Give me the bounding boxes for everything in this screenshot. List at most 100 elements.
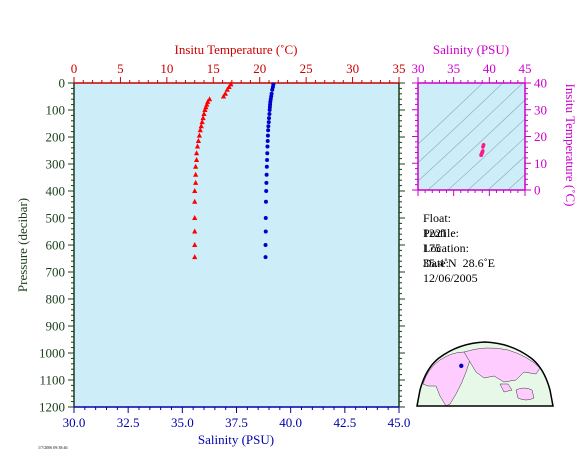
salinity-point (266, 120, 271, 125)
salinity-point (264, 189, 269, 193)
salinity-point (265, 139, 270, 144)
salinity-tick-label: 42.5 (333, 415, 356, 430)
pressure-tick-label: 800 (46, 292, 66, 307)
salinity-point (263, 199, 268, 204)
salinity-point (266, 124, 271, 129)
temperature-point (192, 188, 198, 193)
temperature-point (193, 150, 200, 156)
temperature-point (193, 163, 199, 169)
map-land-southeast-asia (499, 383, 513, 393)
temperature-point (192, 254, 198, 260)
pressure-tick-label: 200 (46, 130, 66, 145)
temperature-tick-label: 25 (300, 61, 313, 76)
salinity-point (265, 151, 270, 156)
temperature-point (196, 132, 202, 138)
temperature-point (193, 179, 199, 185)
temperature-point (198, 123, 204, 129)
temperature-point (192, 228, 198, 234)
ts-salinity-tick-label: 45 (519, 61, 532, 76)
ts-temperature-tick-label: 30 (534, 102, 547, 117)
ts-temperature-axis-title: Insitu Temperature (˚C) (563, 83, 578, 206)
pressure-tick-label: 1100 (39, 373, 65, 388)
density-contour (447, 118, 525, 190)
salinity-point (265, 157, 270, 162)
ts-temperature-tick-label: 0 (534, 183, 541, 198)
map-outline (416, 341, 554, 407)
float-value: 1221 (423, 226, 447, 240)
location-label: Location: (423, 241, 469, 255)
temperature-point (200, 115, 206, 121)
profile-value: 175 (423, 241, 441, 255)
pressure-axis-title: Pressure (decibar) (15, 198, 30, 292)
map-land-africa-europe (422, 351, 471, 407)
temperature-tick-label: 20 (253, 61, 266, 76)
date-label: Date: (423, 256, 449, 270)
pressure-tick-label: 500 (46, 211, 66, 226)
temperature-point (195, 138, 202, 144)
pressure-tick-label: 300 (46, 157, 66, 172)
ts-salinity-axis-title: Salinity (PSU) (433, 42, 509, 57)
map-land-asia (463, 347, 541, 383)
float-location-marker (459, 363, 464, 368)
density-contour (418, 83, 504, 164)
profile-plot-ticks: 0 5 10 15 20 25 30 35 30.0 32.5 35.0 37.5 40.0 42.5 45… (39, 61, 410, 430)
salinity-point (267, 116, 271, 121)
float-label: Float: (423, 211, 452, 225)
timestamp-footer: 1/7/2006 09:38:46 (38, 445, 68, 450)
ts-diagram-points (479, 142, 486, 158)
salinity-point (263, 243, 268, 247)
temperature-tick-label: 15 (207, 61, 220, 76)
location-map (416, 341, 554, 407)
info-float: Float: 1221 (417, 196, 451, 241)
ts-point (480, 149, 485, 153)
temperature-point (222, 90, 228, 96)
salinity-point (264, 164, 269, 169)
salinity-tick-label: 45.0 (388, 415, 411, 430)
temperature-point (220, 93, 227, 99)
temperature-point (192, 242, 198, 247)
temperature-point (193, 156, 200, 162)
temperature-tick-label: 30 (346, 61, 359, 76)
salinity-point (263, 216, 268, 220)
ts-salinity-tick-label: 40 (483, 61, 496, 76)
temperature-tick-label: 0 (71, 61, 78, 76)
temperature-point (202, 107, 208, 112)
density-contour (487, 155, 525, 190)
salinity-point (263, 255, 268, 260)
ts-temperature-tick-label: 20 (534, 129, 547, 144)
ts-point (481, 142, 486, 147)
profile-label: Profile: (423, 226, 459, 240)
pressure-tick-label: 400 (46, 184, 66, 199)
map-land-australia (515, 387, 535, 401)
ts-temperature-tick-label: 40 (534, 76, 547, 91)
temperature-axis-title: Insitu Temperature (˚C) (174, 42, 297, 57)
salinity-point (265, 133, 270, 138)
pressure-tick-label: 0 (59, 76, 66, 91)
temperature-point (206, 96, 213, 102)
temperature-tick-label: 5 (117, 61, 124, 76)
salinity-point (270, 87, 275, 92)
temperature-point (192, 215, 198, 220)
salinity-tick-label: 32.5 (117, 415, 140, 430)
salinity-tick-label: 40.0 (279, 415, 302, 430)
info-date: Date: 12/06/2005 (417, 241, 478, 286)
salinity-tick-label: 30.0 (63, 415, 86, 430)
ts-diagram-background (418, 83, 525, 190)
temperature-point (194, 143, 201, 149)
temperature-point (224, 86, 230, 92)
salinity-point (267, 108, 272, 112)
salinity-point (266, 128, 271, 133)
density-contour (418, 83, 524, 182)
profile-plot-points (192, 81, 276, 260)
salinity-tick-label: 35.0 (171, 415, 194, 430)
salinity-point (263, 229, 268, 234)
pressure-tick-label: 1200 (39, 400, 65, 415)
temperature-point (197, 127, 203, 133)
ts-temperature-tick-label: 10 (534, 156, 547, 171)
salinity-point (265, 144, 270, 149)
temperature-point (228, 81, 234, 87)
profile-plot-background (74, 83, 399, 407)
salinity-axis-title: Salinity (PSU) (198, 432, 274, 447)
